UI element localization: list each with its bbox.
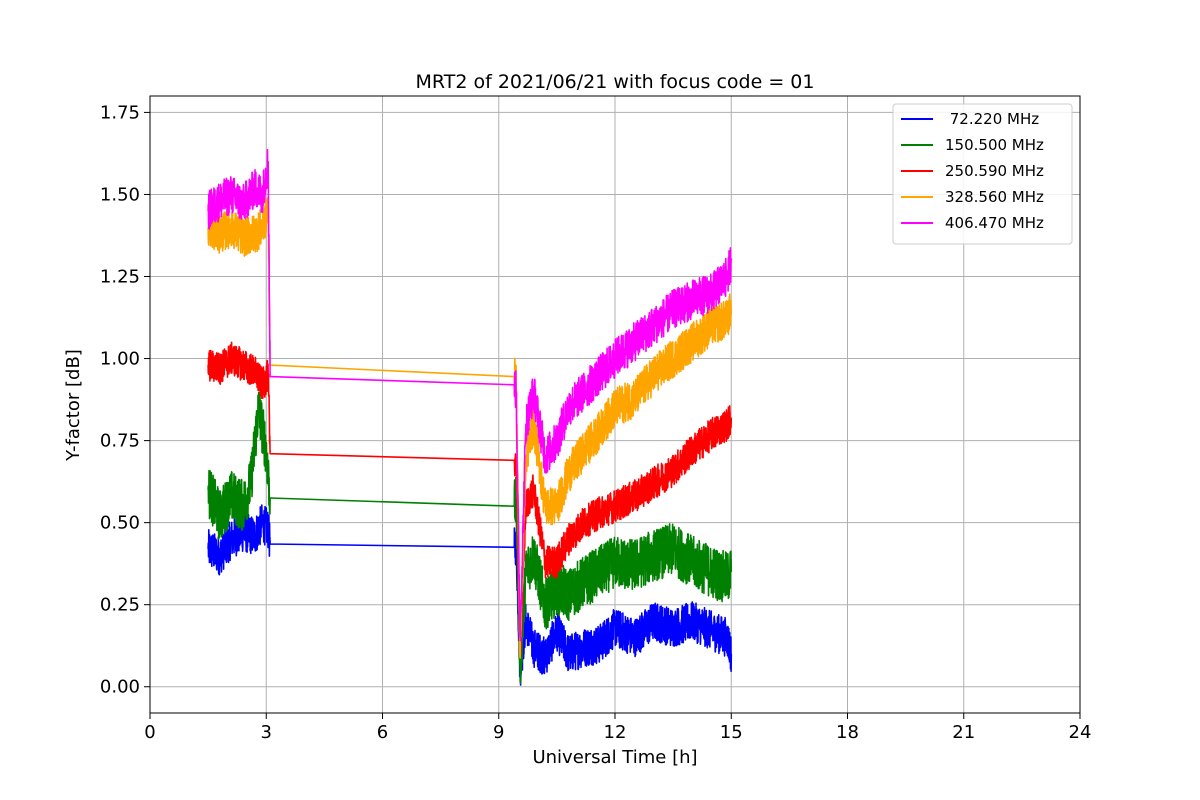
legend-label-3: 328.560 MHz bbox=[945, 188, 1044, 206]
y-tick-label: 1.75 bbox=[100, 102, 140, 123]
y-axis-label: Y-factor [dB] bbox=[63, 349, 84, 462]
y-tick-label: 0.25 bbox=[100, 595, 140, 616]
y-tick-label: 1.50 bbox=[100, 184, 140, 205]
x-tick-label: 6 bbox=[377, 722, 388, 743]
x-tick-label: 0 bbox=[144, 722, 155, 743]
x-tick-label: 21 bbox=[952, 722, 975, 743]
legend-label-2: 250.590 MHz bbox=[945, 162, 1044, 180]
y-tick-label: 0.00 bbox=[100, 677, 140, 698]
series-line-0 bbox=[207, 504, 733, 686]
legend: 72.220 MHz 150.500 MHz 250.590 MHz 328.560 … bbox=[892, 103, 1073, 245]
legend-label-4: 406.470 MHz bbox=[945, 214, 1044, 232]
y-tick-label: 0.75 bbox=[100, 431, 140, 452]
series-line-3 bbox=[207, 197, 733, 659]
series-line-1 bbox=[207, 391, 733, 684]
x-tick-label: 3 bbox=[261, 722, 272, 743]
x-tick-label: 24 bbox=[1069, 722, 1092, 743]
series-layer bbox=[207, 148, 733, 686]
axis-ticks: 0 3 6 9 12 15 18 21 24 0.00 0.25 0.50 0.75 1.00 1.25 1.… bbox=[100, 102, 1092, 743]
legend-label-0: 72.220 MHz bbox=[945, 110, 1039, 128]
series-line-2 bbox=[207, 341, 733, 656]
chart-title: MRT2 of 2021/06/21 with focus code = 01 bbox=[416, 71, 815, 93]
x-tick-label: 18 bbox=[836, 722, 859, 743]
x-tick-label: 12 bbox=[604, 722, 627, 743]
series-line-4 bbox=[207, 148, 733, 642]
x-axis-label: Universal Time [h] bbox=[532, 747, 697, 768]
x-tick-label: 9 bbox=[493, 722, 504, 743]
y-tick-label: 1.00 bbox=[100, 349, 140, 370]
legend-box bbox=[892, 103, 1073, 245]
x-tick-label: 15 bbox=[720, 722, 743, 743]
y-tick-label: 0.50 bbox=[100, 513, 140, 534]
legend-label-1: 150.500 MHz bbox=[945, 136, 1044, 154]
y-tick-label: 1.25 bbox=[100, 267, 140, 288]
